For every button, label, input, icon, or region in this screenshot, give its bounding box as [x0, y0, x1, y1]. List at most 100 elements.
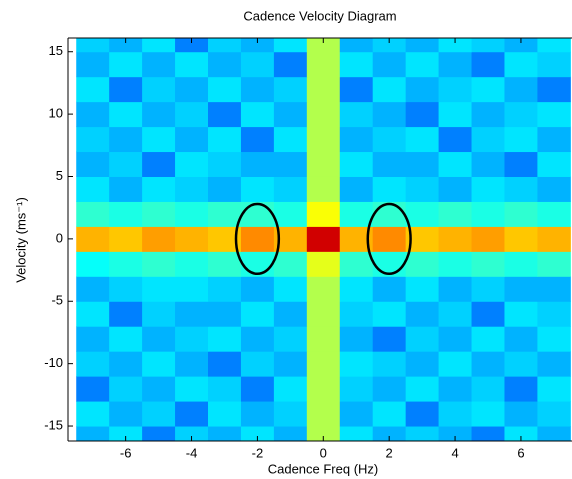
heatmap-cell: [273, 401, 308, 427]
heatmap-cell: [537, 126, 571, 153]
heatmap-cell: [76, 101, 110, 128]
heatmap-cell: [339, 101, 374, 128]
heatmap-cell: [306, 351, 341, 377]
heatmap-cell: [175, 351, 209, 377]
heatmap-cell: [537, 226, 571, 252]
heatmap-cell: [273, 276, 308, 302]
heatmap-cell: [273, 326, 308, 352]
heatmap-cell: [405, 101, 440, 128]
heatmap-cell: [339, 38, 374, 53]
heatmap-cell: [372, 101, 407, 128]
heatmap-cell: [142, 38, 176, 53]
heatmap-cell: [471, 301, 505, 327]
heatmap-cell: [273, 101, 308, 128]
heatmap-cell: [537, 101, 571, 128]
heatmap-cell: [76, 301, 110, 327]
heatmap-cell: [504, 51, 538, 78]
heatmap-cell: [306, 76, 341, 103]
x-tick-label: -4: [186, 445, 198, 460]
heatmap-cell: [405, 276, 440, 302]
heatmap-cell: [405, 251, 440, 277]
heatmap-cell: [175, 126, 209, 153]
heatmap-cell: [537, 326, 571, 352]
heatmap-cell: [109, 126, 143, 153]
heatmap-cell: [175, 276, 209, 302]
heatmap-cell: [537, 376, 571, 402]
heatmap-cell: [306, 226, 341, 252]
heatmap-cell: [208, 251, 242, 277]
heatmap-cell: [109, 401, 143, 427]
heatmap-cell: [405, 376, 440, 402]
x-tick-label: 0: [320, 445, 327, 460]
heatmap-cell: [208, 351, 242, 377]
heatmap-cell: [109, 176, 143, 202]
heatmap-cell: [109, 276, 143, 302]
heatmap-cell: [175, 151, 209, 177]
heatmap-cell: [273, 176, 308, 202]
heatmap-cell: [537, 301, 571, 327]
heatmap-cell: [438, 326, 473, 352]
heatmap-cell: [175, 251, 209, 277]
heatmap-cell: [372, 201, 407, 227]
chart-title: Cadence Velocity Diagram: [243, 8, 396, 23]
heatmap-cell: [471, 276, 505, 302]
heatmap-cell: [109, 38, 143, 53]
heatmap-cell: [109, 376, 143, 402]
x-tick-label: 2: [386, 445, 393, 460]
y-tick-label: -10: [44, 355, 63, 370]
heatmap-cell: [306, 201, 341, 227]
heatmap-cell: [537, 76, 571, 103]
heatmap-cell: [208, 176, 242, 202]
heatmap-cell: [142, 376, 176, 402]
heatmap-cell: [438, 351, 473, 377]
heatmap-cell: [471, 376, 505, 402]
heatmap-cell: [372, 151, 407, 177]
heatmap-cell: [405, 201, 440, 227]
heatmap-cell: [240, 351, 275, 377]
heatmap-cell: [273, 251, 308, 277]
heatmap-cell: [273, 376, 308, 402]
heatmap-cell: [76, 76, 110, 103]
heatmap-cell: [438, 401, 473, 427]
heatmap-cell: [471, 351, 505, 377]
heatmap-cell: [471, 176, 505, 202]
heatmap-cell: [76, 401, 110, 427]
heatmap-cell: [471, 151, 505, 177]
heatmap-cell: [175, 101, 209, 128]
heatmap-cell: [471, 226, 505, 252]
heatmap-cell: [372, 276, 407, 302]
y-tick-label: 10: [49, 106, 63, 121]
heatmap-cell: [537, 201, 571, 227]
heatmap-cell: [306, 426, 341, 441]
heatmap-cell: [273, 151, 308, 177]
heatmap-cell: [175, 426, 209, 441]
heatmap-cell: [76, 51, 110, 78]
heatmap-cell: [240, 226, 275, 252]
heatmap-cell: [339, 276, 374, 302]
heatmap-cell: [208, 276, 242, 302]
heatmap-cell: [306, 101, 341, 128]
heatmap-cell: [208, 51, 242, 78]
heatmap-cell: [306, 51, 341, 78]
heatmap-cell: [339, 201, 374, 227]
heatmap-cell: [504, 226, 538, 252]
heatmap-cell: [306, 251, 341, 277]
heatmap-cell: [109, 251, 143, 277]
heatmap-cell: [273, 351, 308, 377]
heatmap-cell: [471, 126, 505, 153]
heatmap-cell: [306, 38, 341, 53]
heatmap-cell: [208, 326, 242, 352]
heatmap-cell: [175, 376, 209, 402]
heatmap-cell: [339, 326, 374, 352]
heatmap-cell: [372, 126, 407, 153]
heatmap-cell: [537, 38, 571, 53]
heatmap-cell: [438, 51, 473, 78]
y-tick-label: 15: [49, 43, 63, 58]
heatmap-cell: [471, 426, 505, 441]
heatmap-cell: [537, 151, 571, 177]
heatmap-cell: [273, 38, 308, 53]
heatmap-cell: [372, 51, 407, 78]
heatmap-cell: [339, 151, 374, 177]
heatmap-cell: [208, 426, 242, 441]
heatmap-cell: [372, 376, 407, 402]
